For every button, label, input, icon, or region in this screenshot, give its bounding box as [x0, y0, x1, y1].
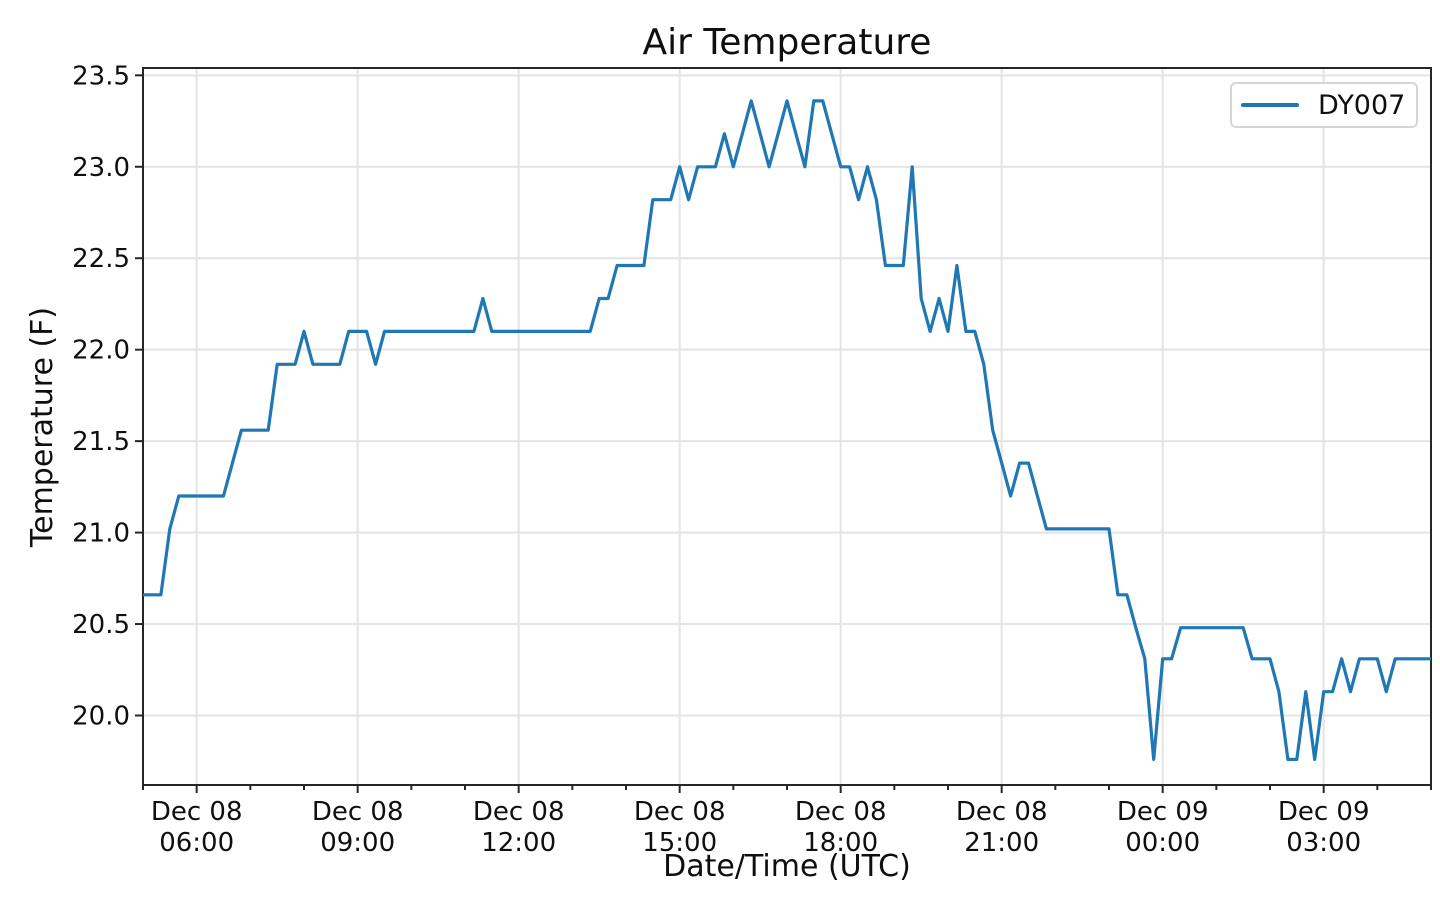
temperature-line: [143, 99, 1431, 761]
x-tick-label: Dec 09 00:00: [1117, 797, 1209, 858]
y-tick-label: 23.0: [72, 153, 130, 183]
legend-line-sample: [1241, 103, 1299, 107]
legend: DY007: [1230, 82, 1418, 128]
x-tick-label: Dec 08 18:00: [795, 797, 887, 858]
x-axis-label: Date/Time (UTC): [663, 849, 911, 884]
x-tick-label: Dec 08 12:00: [473, 797, 565, 858]
y-tick-label: 21.5: [72, 427, 130, 457]
x-tick-label: Dec 08 09:00: [312, 797, 404, 858]
y-tick-label: 20.5: [72, 610, 130, 640]
chart-title: Air Temperature: [642, 22, 932, 63]
plot-border: [142, 67, 1432, 786]
y-tick-label: 22.0: [72, 336, 130, 366]
x-tick-label: Dec 09 03:00: [1278, 797, 1370, 858]
x-tick-label: Dec 08 21:00: [956, 797, 1048, 858]
y-axis-label: Temperature (F): [25, 306, 60, 548]
y-tick-label: 22.5: [72, 244, 130, 274]
legend-series-label: DY007: [1318, 89, 1406, 121]
x-tick-label: Dec 08 06:00: [151, 797, 243, 858]
y-tick-label: 20.0: [72, 701, 130, 731]
y-tick-label: 21.0: [72, 519, 130, 549]
y-tick-label: 23.5: [72, 61, 130, 91]
x-tick-label: Dec 08 15:00: [634, 797, 726, 858]
